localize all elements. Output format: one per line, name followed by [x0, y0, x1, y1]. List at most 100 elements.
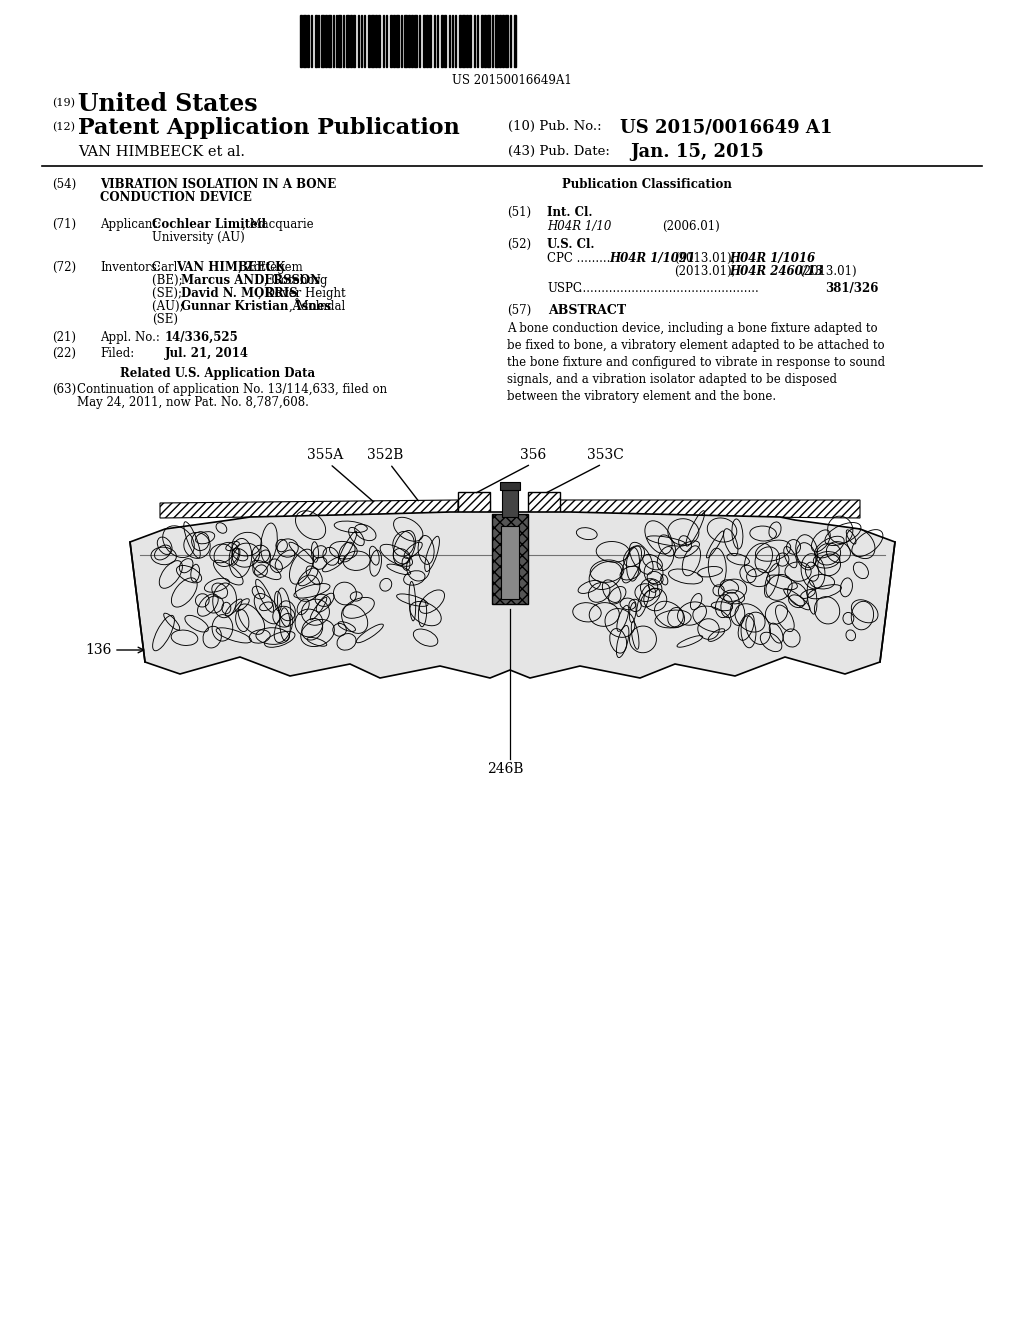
Bar: [346, 15, 349, 67]
Text: , Zottegem: , Zottegem: [238, 261, 303, 275]
Polygon shape: [500, 482, 520, 490]
Bar: [404, 15, 407, 67]
Text: 14/336,525: 14/336,525: [165, 331, 239, 345]
Text: Gunnar Kristian Åsnes: Gunnar Kristian Åsnes: [181, 300, 331, 313]
Text: Publication Classification: Publication Classification: [562, 178, 732, 191]
Polygon shape: [492, 513, 528, 605]
Bar: [505, 15, 508, 67]
Polygon shape: [160, 500, 458, 517]
Polygon shape: [528, 492, 560, 517]
Text: (2006.01): (2006.01): [662, 220, 720, 234]
Text: (57): (57): [507, 304, 531, 317]
Polygon shape: [501, 525, 519, 599]
Polygon shape: [130, 512, 895, 678]
Bar: [325, 15, 327, 67]
Text: (12): (12): [52, 121, 75, 132]
Text: VAN HIMBEECK et al.: VAN HIMBEECK et al.: [78, 145, 245, 158]
Bar: [375, 15, 377, 67]
Text: Inventors:: Inventors:: [100, 261, 161, 275]
Text: US 2015/0016649 A1: US 2015/0016649 A1: [620, 117, 833, 136]
Bar: [315, 15, 317, 67]
Text: (2013.01);: (2013.01);: [674, 252, 735, 265]
Bar: [378, 15, 380, 67]
Text: Filed:: Filed:: [100, 347, 134, 360]
Bar: [393, 15, 395, 67]
Text: Continuation of application No. 13/114,633, filed on: Continuation of application No. 13/114,6…: [77, 383, 387, 396]
Text: VAN HIMBEECK: VAN HIMBEECK: [176, 261, 286, 275]
Bar: [484, 15, 486, 67]
Text: (10) Pub. No.:: (10) Pub. No.:: [508, 120, 602, 133]
Text: 246B: 246B: [486, 762, 523, 776]
Text: 381/326: 381/326: [825, 282, 879, 294]
Bar: [429, 15, 431, 67]
Text: 355A: 355A: [307, 447, 343, 462]
Polygon shape: [502, 490, 518, 517]
Text: , Goteborg: , Goteborg: [263, 275, 327, 286]
Bar: [469, 15, 471, 67]
Text: CONDUCTION DEVICE: CONDUCTION DEVICE: [100, 191, 252, 205]
Text: Applicant:: Applicant:: [100, 218, 161, 231]
Bar: [368, 15, 370, 67]
Bar: [303, 15, 306, 67]
Polygon shape: [530, 500, 860, 517]
Bar: [426, 15, 428, 67]
Text: (19): (19): [52, 98, 75, 108]
Bar: [411, 15, 413, 67]
Bar: [487, 15, 490, 67]
Bar: [408, 15, 410, 67]
Text: H04R 1/1016: H04R 1/1016: [729, 252, 815, 265]
Polygon shape: [458, 500, 490, 515]
Text: (72): (72): [52, 261, 76, 275]
Bar: [350, 15, 352, 67]
Bar: [514, 15, 516, 67]
Text: (22): (22): [52, 347, 76, 360]
Text: 353C: 353C: [587, 447, 624, 462]
Bar: [444, 15, 446, 67]
Text: (63): (63): [52, 383, 76, 396]
Text: Jul. 21, 2014: Jul. 21, 2014: [165, 347, 249, 360]
Text: (71): (71): [52, 218, 76, 231]
Text: (AU);: (AU);: [152, 300, 187, 313]
Bar: [321, 15, 324, 67]
Bar: [495, 15, 498, 67]
Text: Marcus ANDERSSON: Marcus ANDERSSON: [181, 275, 321, 286]
Text: A bone conduction device, including a bone fixture adapted to
be fixed to bone, : A bone conduction device, including a bo…: [507, 322, 885, 403]
Text: 352B: 352B: [367, 447, 403, 462]
Text: (BE);: (BE);: [152, 275, 186, 286]
Bar: [371, 15, 374, 67]
Text: US 20150016649A1: US 20150016649A1: [453, 74, 571, 87]
Bar: [300, 15, 302, 67]
Text: (21): (21): [52, 331, 76, 345]
Text: (43) Pub. Date:: (43) Pub. Date:: [508, 145, 610, 158]
Bar: [414, 15, 417, 67]
Text: Int. Cl.: Int. Cl.: [547, 206, 593, 219]
Text: U.S. Cl.: U.S. Cl.: [547, 238, 595, 251]
Bar: [481, 15, 483, 67]
Text: (51): (51): [507, 206, 531, 219]
Bar: [328, 15, 331, 67]
Text: H04R 2460/13: H04R 2460/13: [729, 265, 823, 279]
Text: ................................................: ........................................…: [575, 282, 759, 294]
Text: David N. MORRIS: David N. MORRIS: [181, 286, 298, 300]
Text: , Molndal: , Molndal: [289, 300, 345, 313]
Bar: [338, 15, 341, 67]
Text: 356: 356: [520, 447, 546, 462]
Text: United States: United States: [78, 92, 258, 116]
Text: May 24, 2011, now Pat. No. 8,787,608.: May 24, 2011, now Pat. No. 8,787,608.: [77, 396, 309, 409]
Text: University (AU): University (AU): [152, 231, 245, 244]
Bar: [499, 15, 501, 67]
Text: , Dover Height: , Dover Height: [258, 286, 346, 300]
Text: CPC ..........: CPC ..........: [547, 252, 614, 265]
Bar: [502, 15, 504, 67]
Text: (SE);: (SE);: [152, 286, 185, 300]
Text: VIBRATION ISOLATION IN A BONE: VIBRATION ISOLATION IN A BONE: [100, 178, 336, 191]
Text: Related U.S. Application Data: Related U.S. Application Data: [120, 367, 315, 380]
Text: (54): (54): [52, 178, 76, 191]
Text: USPC: USPC: [547, 282, 582, 294]
Text: (2013.01): (2013.01): [799, 265, 857, 279]
Bar: [466, 15, 468, 67]
Text: , Macquarie: , Macquarie: [242, 218, 313, 231]
Polygon shape: [458, 492, 490, 517]
Text: Appl. No.:: Appl. No.:: [100, 331, 160, 345]
Bar: [353, 15, 355, 67]
